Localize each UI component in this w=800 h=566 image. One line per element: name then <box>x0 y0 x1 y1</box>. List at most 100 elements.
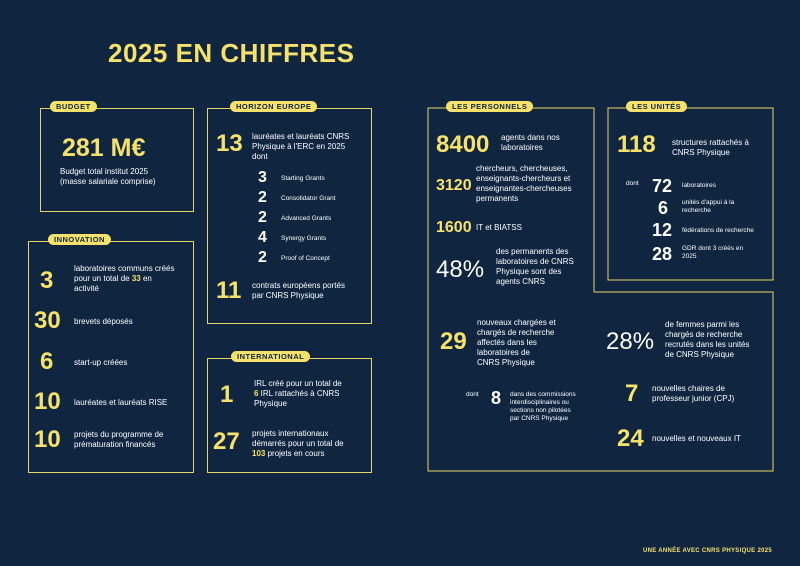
personnels-femmes-l4: de CNRS Physique <box>665 350 734 359</box>
personnels-dont-l2: interdisciplinaires ou <box>510 399 569 406</box>
personnels-it-label: IT et BIATSS <box>476 223 522 232</box>
grant-label: Consolidator Grant <box>281 195 336 202</box>
personnels-dont-l4: par CNRS Physique <box>510 415 569 422</box>
budget-amount: 281 M€ <box>62 134 146 162</box>
innovation-label: prématuration financés <box>74 440 156 449</box>
grant-num: 3 <box>258 169 267 186</box>
personnels-dont-l3: sections non pilotées <box>510 407 571 414</box>
personnels-femmes-num: 28% <box>606 328 655 355</box>
footer-text: UNE ANNÉE AVEC CNRS PHYSIQUE 2025 <box>642 548 772 554</box>
personnels-pct-l3: Physique sont des <box>496 267 562 276</box>
grant-label: Proof of Concept <box>281 255 330 262</box>
horizon-laureats-l2: Physique à l'ERC en 2025 <box>252 142 346 151</box>
horizon-contrats-l2: par CNRS Physique <box>252 291 324 300</box>
unites-struct-l1: structures rattachés à <box>672 138 749 147</box>
unites-label: unités d'appui à la <box>682 199 735 206</box>
innovation-label: brevets déposés <box>74 317 133 326</box>
personnels-cherch-l2: enseignants-chercheurs et <box>476 174 571 183</box>
innovation-label: start-up créées <box>74 358 128 367</box>
grant-label: Starting Grants <box>281 175 325 182</box>
personnels-it-num: 1600 <box>436 219 472 236</box>
innovation-label: projets du programme de <box>74 430 164 439</box>
personnels-cherch-num: 3120 <box>436 177 472 194</box>
personnels-pct-l1: des permanents des <box>496 247 569 256</box>
personnels-femmes-l2: chargés de recherche <box>665 330 743 339</box>
innovation-num: 30 <box>34 307 61 334</box>
innovation-label: pour un total de 33 en <box>74 274 152 283</box>
grant-label: Synergy Grants <box>281 235 327 242</box>
unites-tag: LES UNITÉS <box>626 101 688 112</box>
unites-dont-label: dont <box>626 180 639 187</box>
international-irl-l2: 6 IRL rattachés à CNRS <box>254 389 340 398</box>
horizon-laureats-l3: dont <box>252 152 268 161</box>
personnels-pct-l2: laboratoires de CNRS <box>496 257 574 266</box>
international-proj-num: 27 <box>213 428 240 455</box>
international-irl-l3: Physique <box>254 399 287 408</box>
innovation-box <box>28 241 194 473</box>
international-irl-num: 1 <box>220 381 234 408</box>
international-tag: INTERNATIONAL <box>231 351 311 362</box>
personnels-pct-l4: agents CNRS <box>496 277 545 286</box>
personnels-nouv-l4: laboratoires de <box>477 348 530 357</box>
unites-struct-num: 118 <box>617 131 656 158</box>
personnels-femmes-l3: recrutés dans les unités <box>665 340 750 349</box>
innovation-num: 6 <box>40 348 54 375</box>
grant-num: 2 <box>258 209 267 226</box>
budget-line2: (masse salariale comprise) <box>60 177 156 186</box>
innovation-num: 10 <box>34 426 61 453</box>
unites-num: 72 <box>652 176 673 196</box>
grant-num: 4 <box>258 229 267 246</box>
personnels-dont-l1: dans des commissions <box>510 391 576 398</box>
innovation-label: lauréates et lauréats RISE <box>74 398 168 407</box>
horizon-contrats-l1: contrats européens portés <box>252 281 345 290</box>
personnels-agents-num: 8400 <box>436 131 490 158</box>
unites-struct-l2: CNRS Physique <box>672 148 730 157</box>
page-title: 2025 EN CHIFFRES <box>108 38 355 68</box>
international-proj-l2: démarrés pour un total de <box>252 439 344 448</box>
international-proj-l3: 103 projets en cours <box>252 449 325 458</box>
personnels-pct-num: 48% <box>436 256 485 283</box>
grant-num: 2 <box>258 189 267 206</box>
personnels-newit-num: 24 <box>617 425 644 452</box>
budget-tag: BUDGET <box>50 101 97 112</box>
grant-label: Advanced Grants <box>281 215 332 222</box>
personnels-nouv-l5: CNRS Physique <box>477 358 535 367</box>
international-proj-l1: projets internationaux <box>252 429 329 438</box>
innovation-label: laboratoires communs créés <box>74 264 175 273</box>
personnels-newit-l1: nouvelles et nouveaux IT <box>652 434 741 443</box>
unites-label: 2025 <box>682 253 697 260</box>
budget-box <box>40 108 194 212</box>
personnels-tag: LES PERSONNELS <box>446 101 534 112</box>
personnels-dont-label: dont <box>466 391 479 398</box>
unites-label: recherche <box>682 207 711 214</box>
personnels-chaires-l1: nouvelles chaires de <box>652 384 725 393</box>
unites-label: laboratoires <box>682 182 716 189</box>
personnels-nouv-l1: nouveaux chargées et <box>477 318 556 327</box>
personnels-cherch-l3: enseignantes-chercheuses <box>476 184 572 193</box>
innovation-num: 10 <box>34 388 61 415</box>
personnels-nouv-l3: affectés dans les <box>477 338 537 347</box>
unites-label: GDR dont 3 créés en <box>682 245 744 252</box>
innovation-num: 3 <box>40 267 54 294</box>
unites-num: 28 <box>652 244 673 264</box>
personnels-cherch-l1: chercheurs, chercheuses, <box>476 164 568 173</box>
personnels-cherch-l4: permanents <box>476 194 519 203</box>
personnels-agents-l1: agents dans nos <box>501 133 560 142</box>
personnels-chaires-num: 7 <box>625 380 639 407</box>
personnels-femmes-l1: de femmes parmi les <box>665 320 740 329</box>
horizon-contrats-num: 11 <box>216 277 242 304</box>
grant-num: 2 <box>258 249 267 266</box>
personnels-chaires-l2: professeur junior (CPJ) <box>652 394 735 403</box>
horizon-laureats-num: 13 <box>216 130 243 157</box>
unites-num: 12 <box>652 220 673 240</box>
personnels-agents-l2: laboratoires <box>501 143 543 152</box>
personnels-nouv-l2: chargés de recherche <box>477 328 555 337</box>
innovation-label: activité <box>74 284 99 293</box>
unites-label: fédérations de recherche <box>682 227 754 234</box>
horizon-laureats-l1: lauréates et lauréats CNRS <box>252 132 350 141</box>
unites-num: 6 <box>658 198 669 218</box>
budget-line1: Budget total institut 2025 <box>60 167 149 176</box>
personnels-dont-num: 8 <box>491 388 502 408</box>
innovation-tag: INNOVATION <box>48 234 111 245</box>
